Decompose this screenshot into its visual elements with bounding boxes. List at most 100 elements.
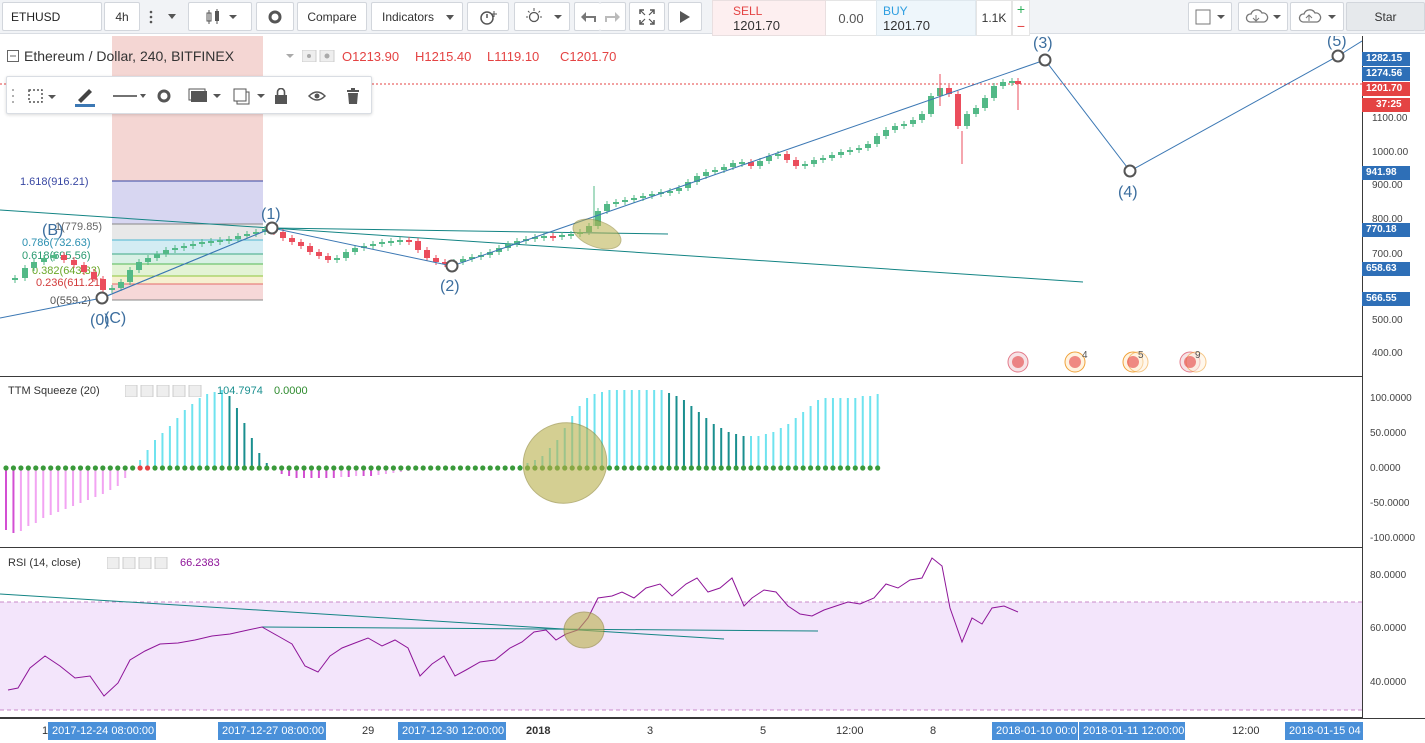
replay-play-icon[interactable] <box>668 2 702 31</box>
series-title[interactable]: Ethereum / Dollar, 240, BITFINEX <box>24 48 235 64</box>
squeeze-dot <box>740 465 747 471</box>
trendline-long[interactable] <box>0 209 1084 283</box>
chart-style-button[interactable] <box>188 2 252 31</box>
squeeze-dot <box>435 465 441 471</box>
plus-icon[interactable] <box>138 556 152 570</box>
squeeze-dot <box>666 465 672 471</box>
theme-bulb-button[interactable] <box>514 2 570 31</box>
wave-point-0[interactable] <box>95 291 109 305</box>
squeeze-dot <box>472 465 478 471</box>
clone-icon[interactable] <box>227 77 271 115</box>
template-icon[interactable] <box>21 77 61 115</box>
price-axis-label: 1274.56 <box>1362 67 1410 81</box>
quantity-field[interactable]: 1.1K <box>976 0 1012 36</box>
visibility-icon[interactable] <box>183 77 227 115</box>
squeeze-dot <box>688 465 695 471</box>
candle <box>829 155 835 158</box>
star-button[interactable]: Star <box>1346 2 1425 31</box>
candle <box>856 148 862 150</box>
wave-point-4[interactable] <box>1123 164 1137 178</box>
wave-point-1[interactable] <box>265 221 279 235</box>
lock-icon[interactable] <box>263 77 299 115</box>
squeeze-dot <box>293 465 300 471</box>
trash-icon[interactable] <box>335 77 371 115</box>
line-style-icon[interactable] <box>107 77 151 115</box>
candle <box>379 242 385 244</box>
legend-actions <box>301 49 336 65</box>
source-icon[interactable] <box>156 384 170 398</box>
interval-button[interactable]: 4h <box>104 2 140 31</box>
chevron-down-icon[interactable] <box>162 2 182 31</box>
ttm-highlight-ellipse[interactable] <box>512 411 618 515</box>
collapse-legend-icon[interactable] <box>7 50 19 65</box>
ttm-axis-label: 0.0000 <box>1370 463 1401 474</box>
decrease-button[interactable]: − <box>1016 18 1026 34</box>
buy-button[interactable]: BUY 1201.70 <box>876 0 976 36</box>
interval-menu-icon[interactable] <box>141 2 161 31</box>
squeeze-dot <box>63 465 69 471</box>
price-axis-label: 566.55 <box>1362 292 1410 306</box>
rsi-trendline-2[interactable] <box>261 626 819 632</box>
ttm-legend-actions <box>124 384 205 400</box>
line-color-icon[interactable] <box>65 77 105 115</box>
candle <box>730 163 736 167</box>
candle <box>487 252 493 255</box>
close-icon[interactable] <box>188 384 202 398</box>
increase-button[interactable]: + <box>1016 1 1026 17</box>
indicators-button[interactable]: Indicators <box>371 2 463 31</box>
save-cloud-icon[interactable] <box>1290 2 1344 31</box>
drag-handle-icon[interactable] <box>7 77 19 115</box>
squeeze-dot <box>308 465 315 471</box>
event-count-1: 4 <box>1082 350 1088 361</box>
chevron-down-icon[interactable] <box>286 49 294 66</box>
eye-icon[interactable] <box>299 77 335 115</box>
event-flag-us-3[interactable] <box>1122 351 1149 373</box>
load-cloud-icon[interactable] <box>1238 2 1288 31</box>
squeeze-dot <box>673 465 680 471</box>
undo-icon[interactable] <box>574 2 600 31</box>
plus-icon[interactable] <box>172 384 186 398</box>
squeeze-dot <box>204 465 210 471</box>
time-axis[interactable]: 1 2017-12-24 08:00:00 2017-12-27 08:00:0… <box>0 718 1425 743</box>
rsi-axis[interactable] <box>1362 548 1425 718</box>
close-icon[interactable] <box>154 556 168 570</box>
compare-button[interactable]: Compare <box>297 2 367 31</box>
wave-point-2[interactable] <box>445 259 459 273</box>
sell-button[interactable]: SELL 1201.70 <box>712 0 826 36</box>
squeeze-dot <box>286 465 292 471</box>
ttm-axis[interactable] <box>1362 377 1425 548</box>
ttm-canvas[interactable] <box>0 377 1362 548</box>
squeeze-dot <box>785 465 791 471</box>
redo-icon[interactable] <box>600 2 626 31</box>
fullscreen-icon[interactable] <box>629 2 665 31</box>
quantity-stepper[interactable]: + − <box>1012 0 1030 36</box>
squeeze-dot <box>487 465 493 471</box>
event-flag-us-1[interactable] <box>1007 351 1029 373</box>
wave-point-5[interactable] <box>1331 49 1345 63</box>
squeeze-dot <box>279 465 285 471</box>
gear-icon[interactable] <box>140 384 154 398</box>
eye-icon[interactable] <box>124 384 138 398</box>
symbol-search[interactable]: ETHUSD <box>2 2 102 31</box>
gear-icon[interactable] <box>122 556 136 570</box>
rsi-label[interactable]: RSI (14, close) <box>8 557 81 569</box>
squeeze-dot <box>316 465 322 471</box>
fib-label-382: 0.382(643.33) <box>32 265 101 277</box>
event-flag-us-2[interactable] <box>1064 351 1086 373</box>
rsi-highlight-ellipse[interactable] <box>563 611 605 649</box>
settings-gear-icon[interactable] <box>256 2 294 31</box>
ttm-axis-label: 100.0000 <box>1370 393 1412 404</box>
squeeze-dot <box>301 465 307 471</box>
highlight-ellipse[interactable] <box>569 213 625 255</box>
wave-point-3[interactable] <box>1038 53 1052 67</box>
eye-icon[interactable] <box>106 556 120 570</box>
ttm-label[interactable]: TTM Squeeze (20) <box>8 385 100 397</box>
ttm-pane[interactable] <box>0 377 1362 548</box>
event-flag-us-4[interactable] <box>1179 351 1207 373</box>
squeeze-dot <box>651 465 657 471</box>
rsi-canvas[interactable] <box>0 548 1362 718</box>
color-square-button[interactable] <box>1188 2 1232 31</box>
alert-clock-icon[interactable] <box>467 2 509 31</box>
ohlc-low: L1119.10 <box>487 49 540 64</box>
drawing-settings-gear-icon[interactable] <box>147 77 181 115</box>
